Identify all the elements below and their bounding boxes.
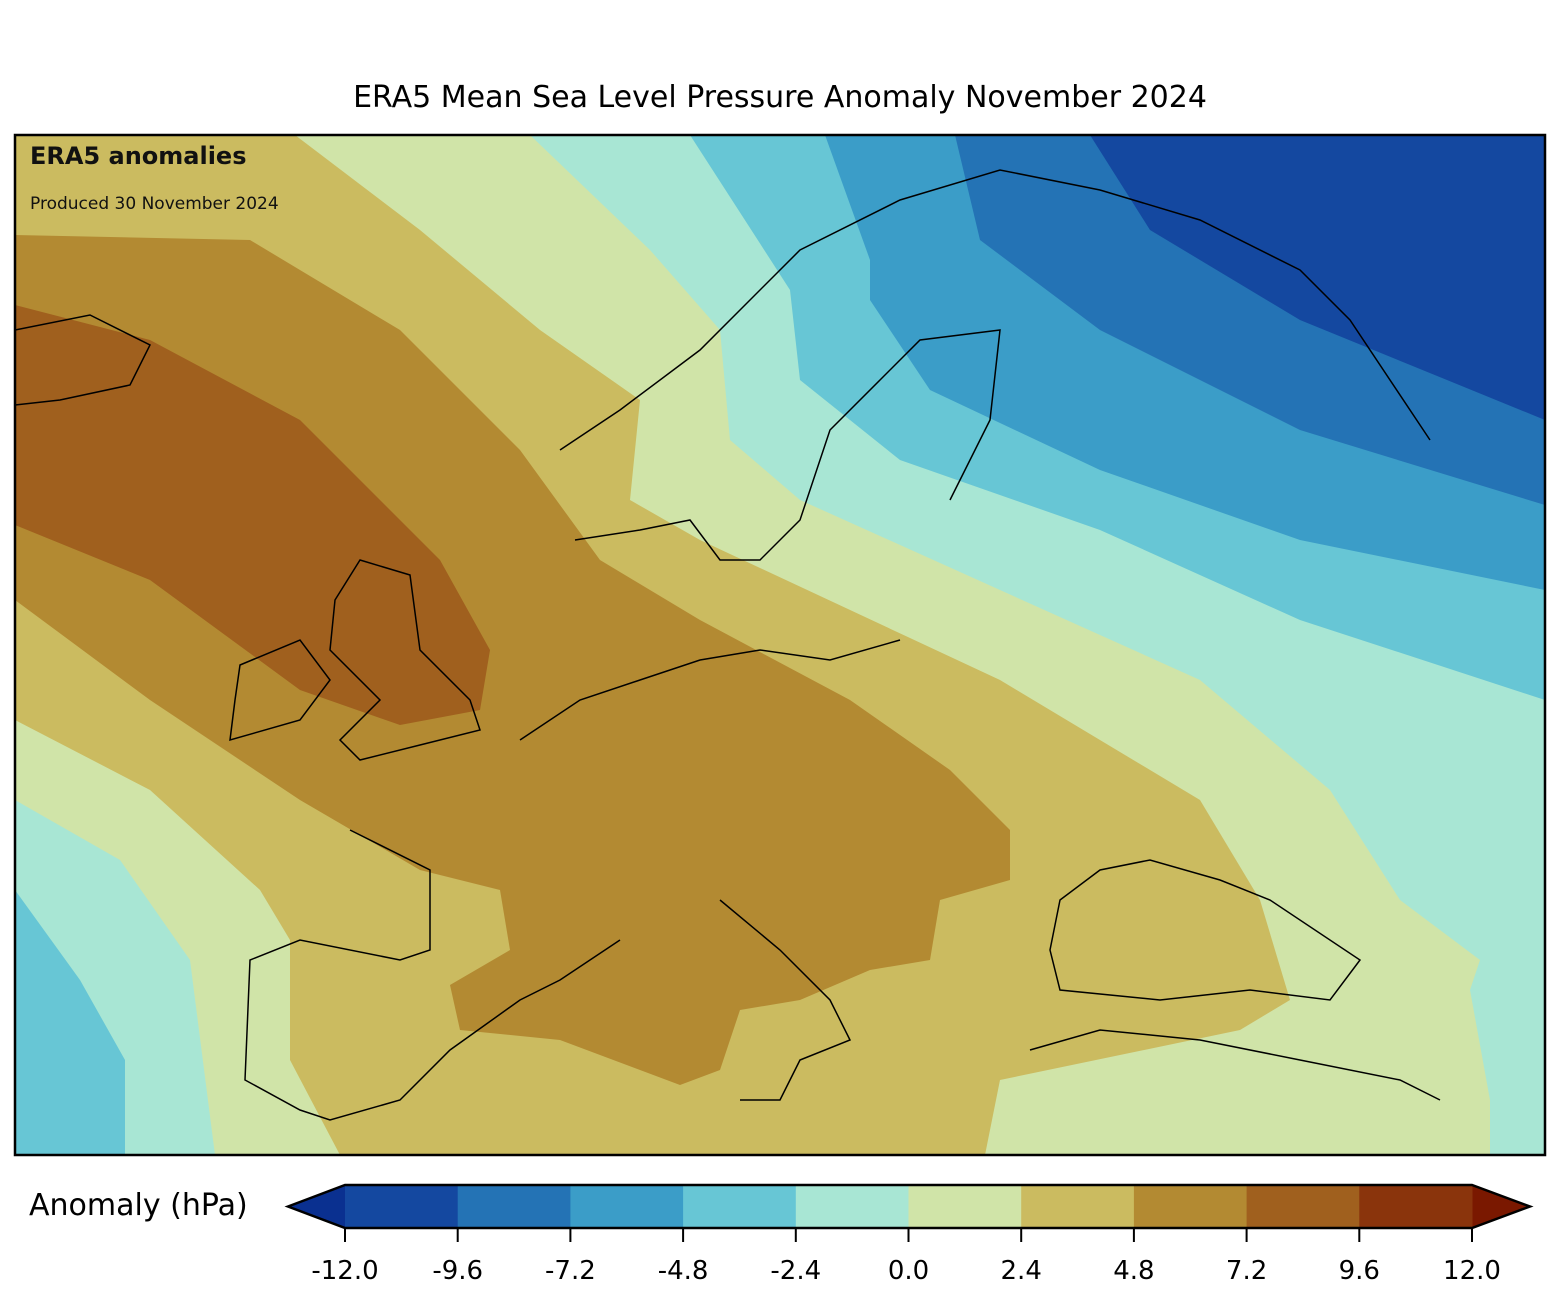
colorbar-tick-label: -2.4 (770, 1256, 822, 1286)
colorbar-tick-label: 12.0 (1443, 1256, 1501, 1286)
colorbar-segment (1246, 1185, 1360, 1228)
colorbar-tick-label: 2.4 (1000, 1256, 1042, 1286)
colorbar-segment (908, 1185, 1022, 1228)
annotation-heading: ERA5 anomalies (30, 142, 247, 170)
map-title: ERA5 Mean Sea Level Pressure Anomaly Nov… (353, 80, 1207, 115)
colorbar-segment (1133, 1185, 1248, 1228)
colorbar-segment (795, 1185, 909, 1228)
colorbar-extend-low (288, 1185, 345, 1228)
colorbar-segment (570, 1185, 684, 1228)
band-neg4.8-neg2.4-sw (15, 890, 125, 1155)
colorbar-tick-label: -9.6 (432, 1256, 484, 1286)
colorbar-tick-label: 0.0 (887, 1256, 930, 1286)
colorbar-segment (457, 1185, 571, 1228)
coastlines (15, 169, 1441, 1121)
colorbar-segment (345, 1185, 459, 1228)
colorbar-tick-label: 7.2 (1225, 1256, 1268, 1286)
contour-fills (15, 135, 1545, 1155)
colorbar-extend-high (1472, 1185, 1530, 1228)
colorbar-tick-label: 9.6 (1338, 1256, 1380, 1286)
colorbar-tick-label: -4.8 (657, 1256, 709, 1286)
colorbar-segment (1021, 1185, 1135, 1228)
colorbar-segment (683, 1185, 797, 1228)
colorbar-tick-label: -12.0 (311, 1256, 379, 1286)
band-neg12-neg9.6 (1090, 135, 1545, 420)
colorbar-label: Anomaly (hPa) (29, 1188, 248, 1223)
colorbar (284, 1183, 1534, 1242)
colorbar-tick-label: -7.2 (545, 1256, 596, 1286)
colorbar-tick-label: 4.8 (1113, 1256, 1155, 1286)
colorbar-segment (1359, 1185, 1473, 1228)
map-frame (13, 133, 1547, 1157)
band-7.2-9.6 (15, 305, 490, 725)
annotation-produced-date: Produced 30 November 2024 (30, 194, 279, 214)
